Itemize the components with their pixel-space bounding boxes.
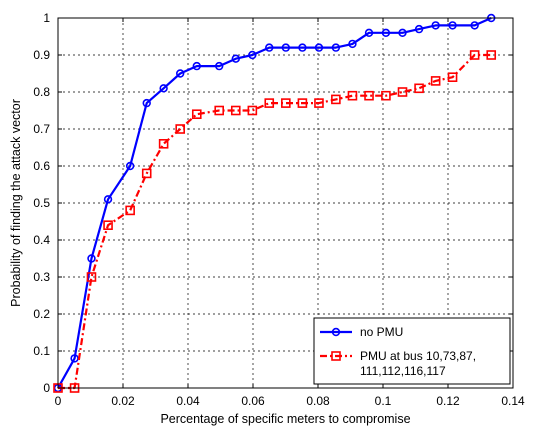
legend-swatch-marker xyxy=(331,327,341,337)
data-point xyxy=(430,76,441,86)
x-tick-label: 0 xyxy=(55,394,62,408)
data-point xyxy=(397,87,408,97)
x-tick-label: 0.04 xyxy=(176,394,200,408)
ticks: 0 0.02 0.04 0.06 0.08 0.1 0.12 0.14 0 0.1 0.2 0.3 0.… xyxy=(33,11,525,408)
data-point xyxy=(414,83,424,94)
series-line xyxy=(58,53,492,390)
y-tick-label: 0.7 xyxy=(33,122,50,136)
data-point xyxy=(447,72,458,82)
x-tick-label: 0.1 xyxy=(375,394,392,408)
y-tick-label: 0.1 xyxy=(33,344,50,358)
y-axis-label: Probability of finding the attack vector xyxy=(9,99,23,307)
x-tick-label: 0.14 xyxy=(501,394,525,408)
data-point xyxy=(348,39,357,49)
data-point xyxy=(314,98,324,108)
data-point xyxy=(158,139,169,149)
data-point xyxy=(470,21,479,30)
x-tick-label: 0.06 xyxy=(241,394,265,408)
data-point xyxy=(364,28,374,37)
data-point xyxy=(86,272,97,282)
data-point xyxy=(364,90,374,101)
data-point xyxy=(297,98,308,108)
data-point xyxy=(431,21,440,30)
data-point xyxy=(125,205,135,216)
data-point xyxy=(448,21,457,30)
data-point xyxy=(176,69,185,78)
data-point xyxy=(248,50,257,60)
data-point xyxy=(141,168,152,179)
y-tick-label: 0.6 xyxy=(33,159,50,173)
data-point xyxy=(314,43,324,52)
x-tick-label: 0.08 xyxy=(306,394,330,408)
data-point xyxy=(398,28,407,37)
data-point xyxy=(265,43,274,52)
legend-label: PMU at bus 10,73,87, xyxy=(360,349,476,363)
legend-box xyxy=(313,317,511,385)
legend: no PMU PMU at bus 10,73,87,111,112,116,11… xyxy=(313,317,511,385)
data-point xyxy=(159,84,168,93)
legend-entry: no PMU xyxy=(320,325,403,339)
y-tick-label: 0 xyxy=(43,381,50,395)
data-point xyxy=(381,28,391,37)
y-tick-label: 0.3 xyxy=(33,270,50,284)
data-point xyxy=(347,90,358,101)
legend-entries: no PMU PMU at bus 10,73,87,111,112,116,11… xyxy=(320,325,476,378)
y-tick-label: 0.9 xyxy=(33,48,50,62)
data-point xyxy=(142,98,151,108)
data-point xyxy=(281,43,291,52)
data-point xyxy=(469,50,480,60)
y-tick-label: 0.2 xyxy=(33,307,50,321)
data-point xyxy=(230,105,241,116)
y-tick-label: 1 xyxy=(43,11,50,25)
series-layer xyxy=(53,13,497,393)
series-1 xyxy=(53,50,497,393)
data-point xyxy=(381,90,391,101)
data-point xyxy=(87,254,96,263)
data-point xyxy=(214,105,224,116)
data-point xyxy=(331,43,341,52)
data-point xyxy=(298,43,307,52)
x-tick-label: 0.12 xyxy=(436,394,460,408)
legend-label: no PMU xyxy=(360,325,403,339)
legend-entry: PMU at bus 10,73,87,111,112,116,117 xyxy=(320,349,476,378)
data-point xyxy=(103,220,113,230)
legend-swatch-marker xyxy=(331,351,341,361)
data-point xyxy=(414,24,424,34)
x-axis-label: Percentage of specific meters to comprom… xyxy=(160,412,410,426)
data-point xyxy=(191,109,202,119)
series-0 xyxy=(53,13,496,393)
data-point xyxy=(192,61,201,71)
data-point xyxy=(264,98,275,108)
y-tick-label: 0.5 xyxy=(33,196,50,210)
y-tick-label: 0.8 xyxy=(33,85,50,99)
x-tick-label: 0.02 xyxy=(111,394,135,408)
data-point xyxy=(486,50,497,60)
y-tick-label: 0.4 xyxy=(33,233,50,247)
data-point xyxy=(103,195,113,204)
legend-label: 111,112,116,117 xyxy=(360,364,446,378)
data-point xyxy=(281,98,291,108)
grid xyxy=(58,18,513,388)
data-point xyxy=(331,94,341,105)
data-point xyxy=(247,105,258,116)
data-point xyxy=(231,54,240,63)
data-point xyxy=(125,161,135,171)
data-point xyxy=(175,124,185,134)
data-point xyxy=(215,61,224,71)
